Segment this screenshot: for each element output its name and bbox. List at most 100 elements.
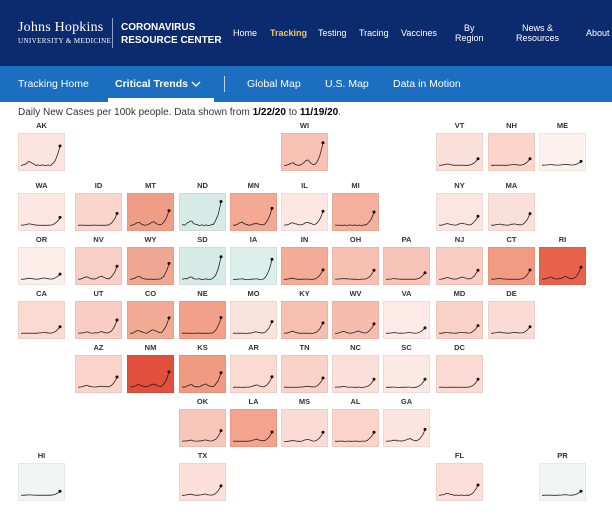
state-tile-ca[interactable]: CA [18, 289, 65, 340]
state-tile-mi[interactable]: MI [332, 181, 379, 232]
brand-line-2: RESOURCE CENTER [121, 35, 222, 46]
trend-endpoint-dot [321, 430, 325, 434]
state-tile-ok[interactable]: OK [179, 397, 226, 448]
trend-line [181, 317, 222, 334]
state-tile-ne[interactable]: NE [179, 289, 226, 340]
trend-endpoint-dot [579, 489, 583, 493]
state-tile-wv[interactable]: WV [332, 289, 379, 340]
state-label: NM [144, 343, 157, 352]
chevron-down-icon[interactable] [191, 81, 201, 88]
state-tile-ct[interactable]: CT [488, 235, 535, 286]
trend-endpoint-dot [270, 257, 274, 261]
state-tile-oh[interactable]: OH [332, 235, 379, 286]
brand-title[interactable]: CORONAVIRUS RESOURCE CENTER [121, 21, 222, 47]
state-tile-tx[interactable]: TX [179, 451, 226, 502]
trend-line [335, 323, 375, 334]
state-tile-md[interactable]: MD [436, 289, 483, 340]
state-tile-ny[interactable]: NY [436, 181, 483, 232]
state-tile-me[interactable]: ME [539, 121, 586, 172]
state-tile-in[interactable]: IN [281, 235, 328, 286]
state-tile-wy[interactable]: WY [127, 235, 174, 286]
nav-home[interactable]: Home [233, 28, 258, 38]
state-tile-ms[interactable]: MS [281, 397, 328, 448]
nav-tracing[interactable]: Tracing [359, 28, 389, 38]
subnav-data-in-motion[interactable]: Data in Motion [393, 78, 461, 90]
trend-sparkline-svg [77, 264, 119, 280]
state-tile-co[interactable]: CO [127, 289, 174, 340]
sub-navigation: Tracking Home Critical Trends Global Map… [0, 66, 612, 102]
state-tile-al[interactable]: AL [332, 397, 379, 448]
trend-line [77, 213, 118, 226]
state-trend-chart [281, 193, 328, 231]
trend-sparkline-svg [334, 210, 376, 226]
state-tile-id[interactable]: ID [75, 181, 122, 232]
state-tile-ak[interactable]: AK [18, 121, 65, 172]
state-trend-chart [230, 301, 277, 339]
trend-line [20, 326, 61, 334]
subnav-tracking-home[interactable]: Tracking Home [18, 78, 89, 90]
trend-line [438, 269, 479, 280]
state-tile-az[interactable]: AZ [75, 343, 122, 394]
state-tile-nv[interactable]: NV [75, 235, 122, 286]
nav-tracking[interactable]: Tracking [270, 28, 308, 38]
subnav-critical-trends[interactable]: Critical Trends [115, 78, 188, 90]
state-tile-mn[interactable]: MN [230, 181, 277, 232]
state-label: ID [94, 181, 103, 190]
state-tile-ma[interactable]: MA [488, 181, 535, 232]
state-tile-ga[interactable]: GA [383, 397, 430, 448]
state-tile-ky[interactable]: KY [281, 289, 328, 340]
state-trend-chart [230, 409, 277, 447]
state-tile-nj[interactable]: NJ [436, 235, 483, 286]
state-label: NH [506, 121, 517, 130]
state-tile-ut[interactable]: UT [75, 289, 122, 340]
logo-title[interactable]: Johns Hopkins [18, 20, 104, 35]
state-tile-or[interactable]: OR [18, 235, 65, 286]
state-tile-mo[interactable]: MO [230, 289, 277, 340]
state-tile-va[interactable]: VA [383, 289, 430, 340]
state-tile-sd[interactable]: SD [179, 235, 226, 286]
state-tile-nd[interactable]: ND [179, 181, 226, 232]
trend-sparkline-svg [490, 325, 532, 334]
top-header: Johns Hopkins UNIVERSITY & MEDICINE CORO… [0, 0, 612, 66]
state-tile-pa[interactable]: PA [383, 235, 430, 286]
trend-endpoint-dot [579, 265, 583, 269]
nav-news-resources[interactable]: News & Resources [516, 23, 560, 43]
subnav-global-map[interactable]: Global Map [247, 78, 301, 90]
state-tile-fl[interactable]: FL [436, 451, 483, 502]
state-trend-chart [75, 301, 122, 339]
nav-vaccines[interactable]: Vaccines [401, 28, 437, 38]
state-tile-mt[interactable]: MT [127, 181, 174, 232]
nav-about[interactable]: About [586, 28, 610, 38]
nav-by-region[interactable]: By Region [455, 23, 484, 43]
trend-sparkline-svg [386, 326, 427, 334]
subnav-us-map[interactable]: U.S. Map [325, 78, 369, 90]
trend-sparkline-svg [181, 200, 223, 226]
state-tile-vt[interactable]: VT [436, 121, 483, 172]
state-tile-la[interactable]: LA [230, 397, 277, 448]
nav-testing[interactable]: Testing [318, 28, 347, 38]
state-tile-ri[interactable]: RI [539, 235, 586, 286]
state-tile-ar[interactable]: AR [230, 343, 277, 394]
state-tile-ks[interactable]: KS [179, 343, 226, 394]
trend-line [386, 272, 426, 280]
trend-endpoint-dot [270, 206, 274, 210]
state-tile-il[interactable]: IL [281, 181, 328, 232]
state-tile-pr[interactable]: PR [539, 451, 586, 502]
state-tile-de[interactable]: DE [488, 289, 535, 340]
state-tile-nc[interactable]: NC [332, 343, 379, 394]
state-tile-tn[interactable]: TN [281, 343, 328, 394]
trend-endpoint-dot [321, 376, 325, 380]
state-trend-chart [230, 355, 277, 393]
state-tile-ia[interactable]: IA [230, 235, 277, 286]
state-tile-dc[interactable]: DC [436, 343, 483, 394]
trend-sparkline-svg [20, 325, 62, 334]
state-tile-nh[interactable]: NH [488, 121, 535, 172]
state-tile-wa[interactable]: WA [18, 181, 65, 232]
trend-line [438, 484, 479, 496]
state-tile-hi[interactable]: HI [18, 451, 65, 502]
state-tile-sc[interactable]: SC [383, 343, 430, 394]
state-label: VA [401, 289, 412, 298]
trend-sparkline-svg [439, 214, 480, 226]
state-tile-nm[interactable]: NM [127, 343, 174, 394]
state-tile-wi[interactable]: WI [281, 121, 328, 172]
